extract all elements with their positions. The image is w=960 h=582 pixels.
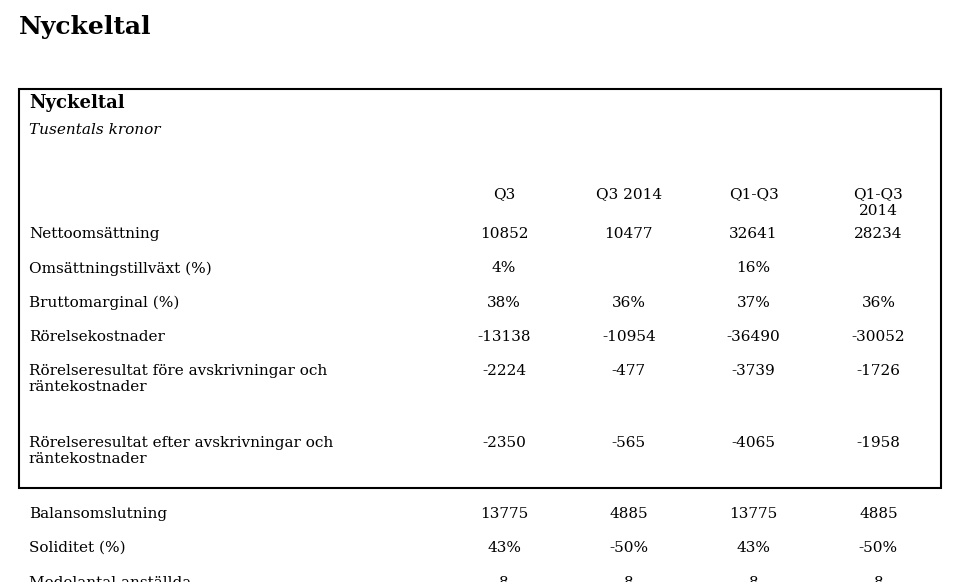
- Text: Rörelsekostnader: Rörelsekostnader: [29, 330, 165, 344]
- Text: -10954: -10954: [602, 330, 656, 344]
- Text: Omsättningstillväxt (%): Omsättningstillväxt (%): [29, 261, 211, 275]
- Text: Bruttomarginal (%): Bruttomarginal (%): [29, 296, 180, 310]
- Text: 43%: 43%: [487, 541, 521, 555]
- Text: 13775: 13775: [480, 507, 528, 521]
- Text: -1958: -1958: [856, 435, 900, 449]
- Text: Q3: Q3: [492, 187, 516, 201]
- Text: -13138: -13138: [477, 330, 531, 344]
- Text: 38%: 38%: [487, 296, 521, 310]
- Text: -30052: -30052: [852, 330, 905, 344]
- Text: Q3 2014: Q3 2014: [596, 187, 661, 201]
- Text: Rörelseresultat efter avskrivningar och
räntekostnader: Rörelseresultat efter avskrivningar och …: [29, 435, 333, 466]
- Text: -4065: -4065: [732, 435, 776, 449]
- Text: 28234: 28234: [854, 227, 902, 241]
- Text: -477: -477: [612, 364, 646, 378]
- Text: -1726: -1726: [856, 364, 900, 378]
- Text: 4885: 4885: [859, 507, 898, 521]
- Text: 36%: 36%: [861, 296, 896, 310]
- Text: 4885: 4885: [610, 507, 648, 521]
- Text: -3739: -3739: [732, 364, 776, 378]
- Text: Medelantal anställda: Medelantal anställda: [29, 576, 191, 582]
- Text: -565: -565: [612, 435, 646, 449]
- Text: 8: 8: [749, 576, 758, 582]
- Text: 16%: 16%: [736, 261, 771, 275]
- Text: 10852: 10852: [480, 227, 528, 241]
- Text: Tusentals kronor: Tusentals kronor: [29, 123, 160, 137]
- Text: 36%: 36%: [612, 296, 646, 310]
- Text: 8: 8: [499, 576, 509, 582]
- Text: Balansomslutning: Balansomslutning: [29, 507, 167, 521]
- FancyBboxPatch shape: [19, 88, 941, 488]
- Text: Nyckeltal: Nyckeltal: [29, 94, 125, 112]
- Text: 32641: 32641: [730, 227, 778, 241]
- Text: 8: 8: [874, 576, 883, 582]
- Text: 8: 8: [624, 576, 634, 582]
- Text: -36490: -36490: [727, 330, 780, 344]
- Text: 37%: 37%: [736, 296, 771, 310]
- Text: Rörelseresultat före avskrivningar och
räntekostnader: Rörelseresultat före avskrivningar och r…: [29, 364, 327, 395]
- Text: 43%: 43%: [736, 541, 771, 555]
- Text: -50%: -50%: [610, 541, 648, 555]
- Text: Soliditet (%): Soliditet (%): [29, 541, 126, 555]
- Text: -2224: -2224: [482, 364, 526, 378]
- Text: Nyckeltal: Nyckeltal: [19, 15, 152, 39]
- Text: Q1-Q3
2014: Q1-Q3 2014: [853, 187, 903, 218]
- Text: 13775: 13775: [730, 507, 778, 521]
- Text: -2350: -2350: [482, 435, 526, 449]
- Text: -50%: -50%: [859, 541, 898, 555]
- Text: 4%: 4%: [492, 261, 516, 275]
- Text: Q1-Q3: Q1-Q3: [729, 187, 779, 201]
- Text: Nettoomsättning: Nettoomsättning: [29, 227, 159, 241]
- Text: 10477: 10477: [605, 227, 653, 241]
